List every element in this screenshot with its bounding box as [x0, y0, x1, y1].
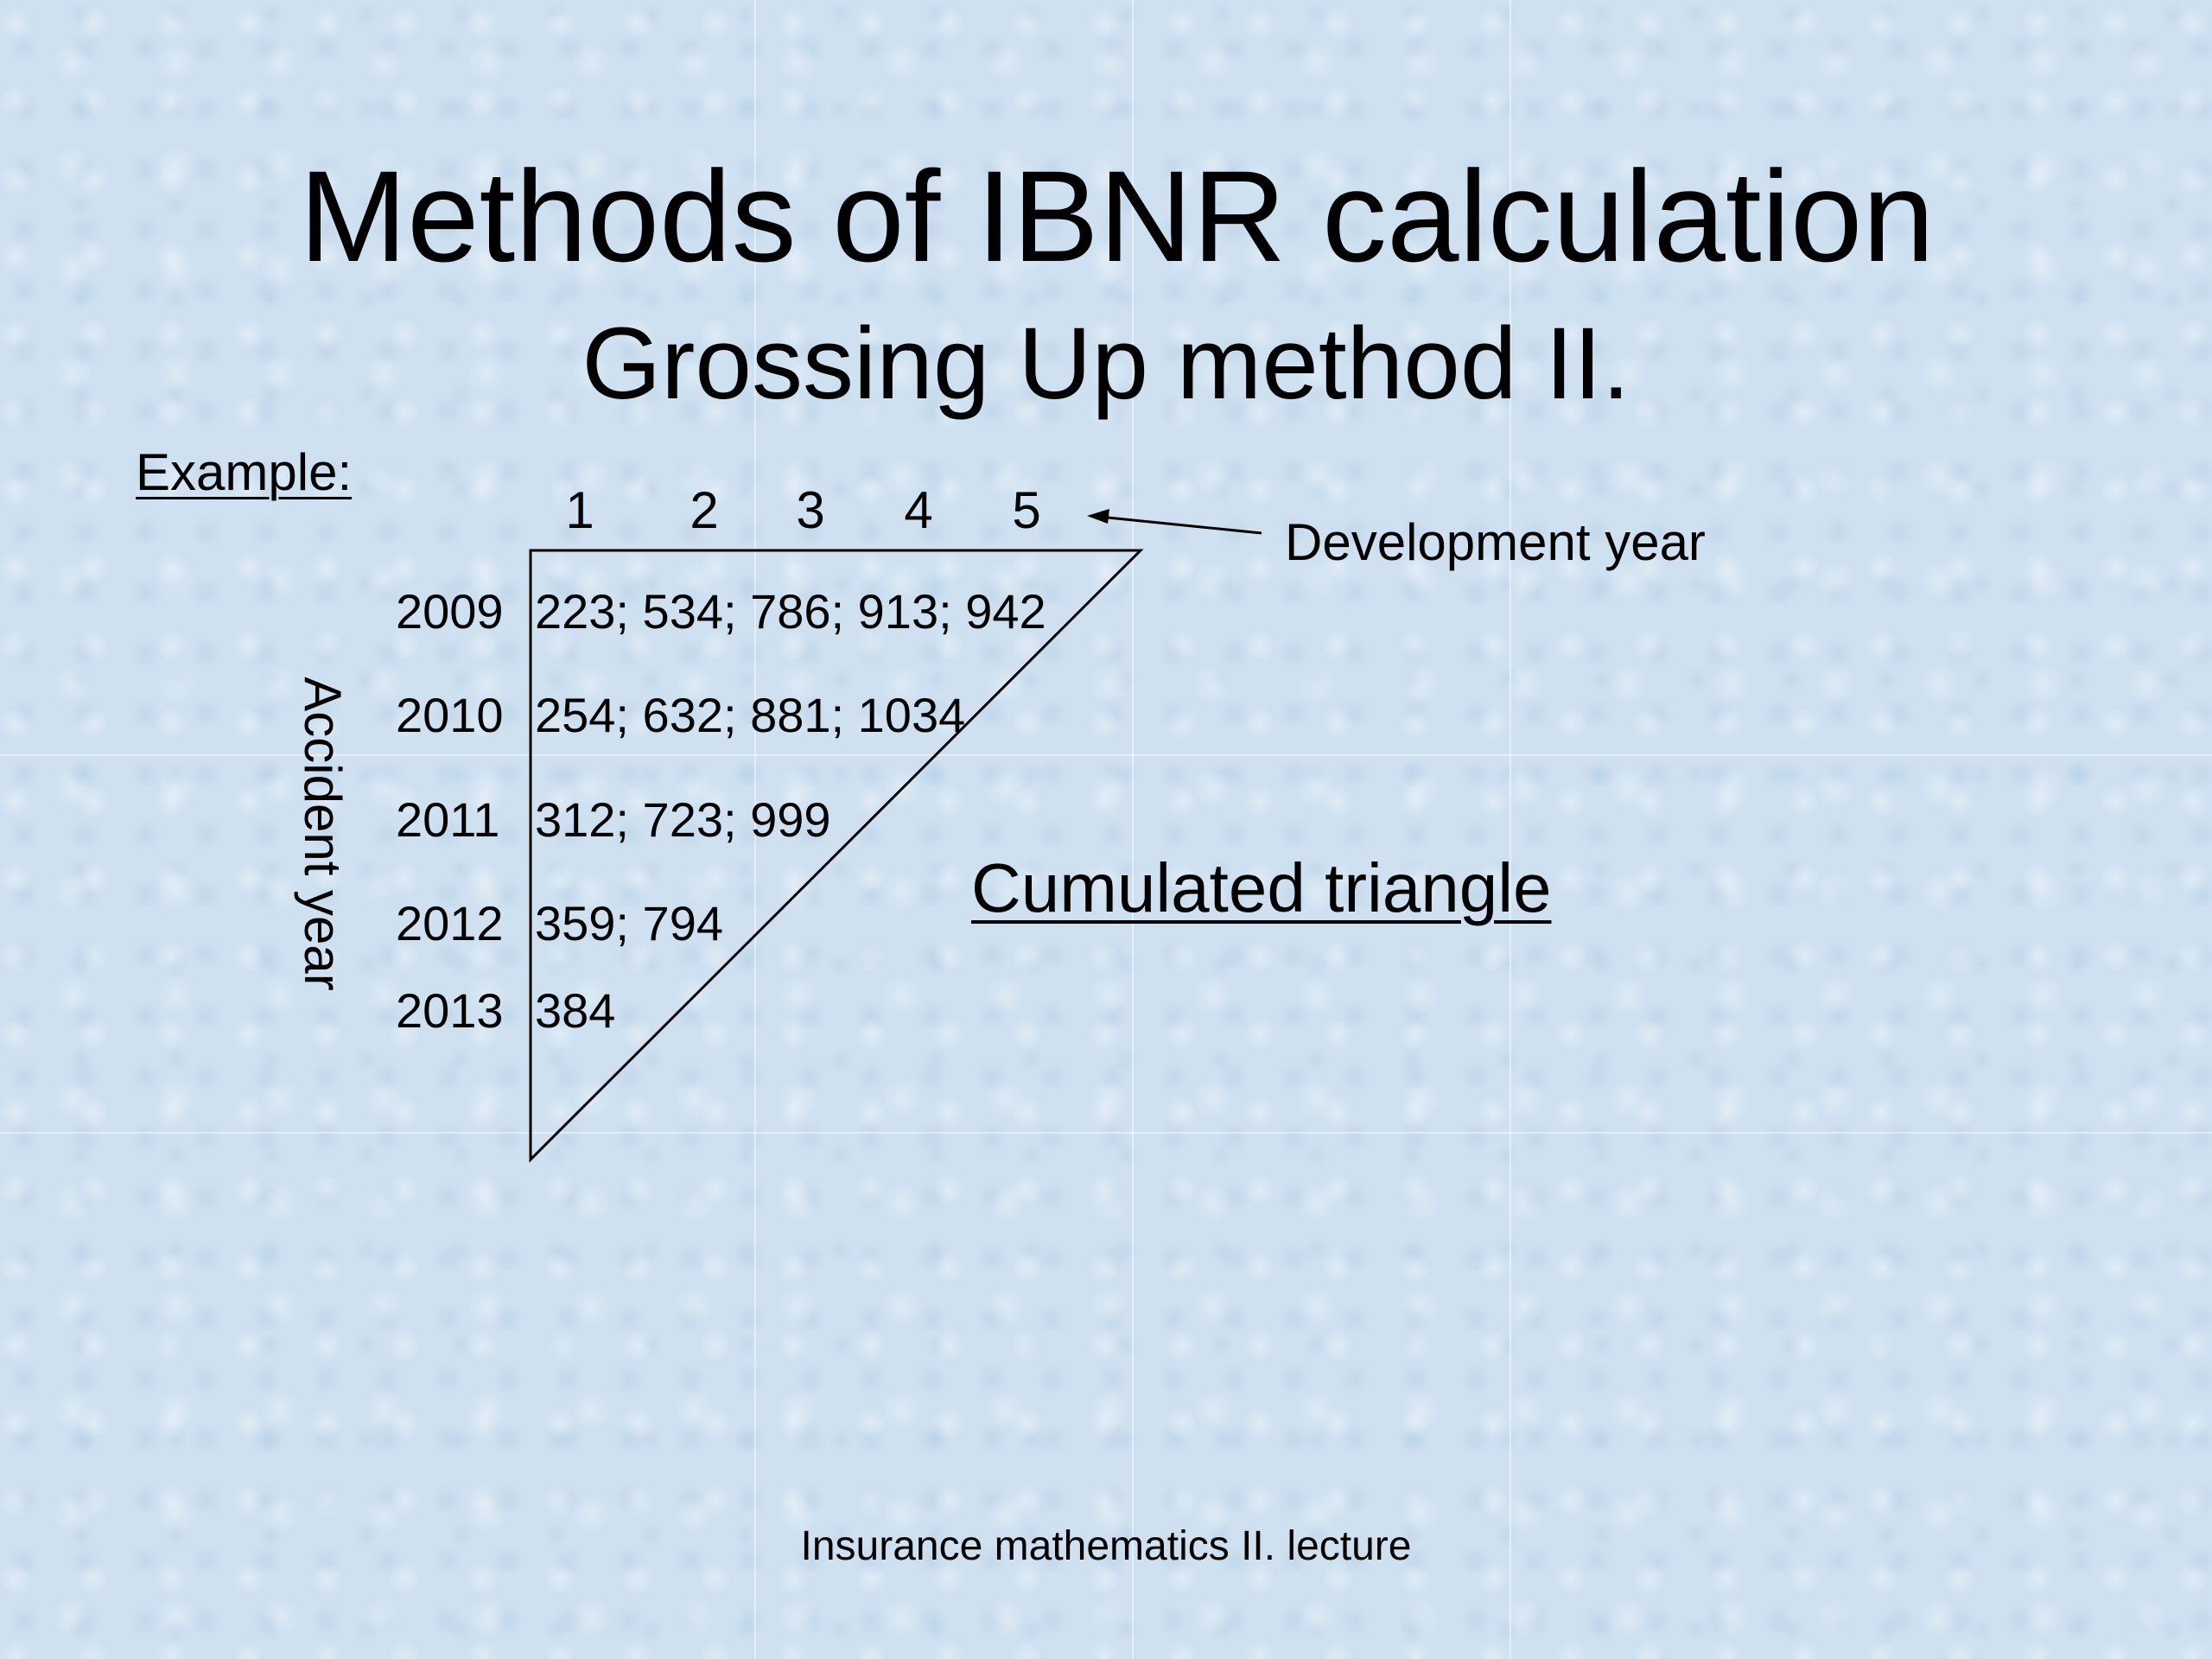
accident-year-2009: 2009	[396, 584, 504, 639]
development-year-label: Development year	[1285, 513, 1706, 571]
row-values-2012: 359; 794	[535, 896, 723, 950]
development-year-5: 5	[1012, 481, 1041, 539]
accident-year-2012: 2012	[396, 896, 504, 950]
row-values-2009: 223; 534; 786; 913; 942	[535, 584, 1046, 639]
accident-year-2011: 2011	[396, 792, 500, 847]
row-values-2011: 312; 723; 999	[535, 792, 831, 847]
slide-footer: Insurance mathematics II. lecture	[800, 1523, 1412, 1569]
triangle-outline	[529, 549, 1144, 1163]
row-values-2013: 384	[535, 983, 616, 1038]
row-values-2010: 254; 632; 881; 1034	[535, 688, 966, 742]
accident-year-2010: 2010	[396, 688, 504, 742]
accident-year-2013: 2013	[396, 983, 504, 1038]
slide-title: Methods of IBNR calculation	[299, 143, 1935, 289]
cumulated-triangle-caption: Cumulated triangle	[971, 849, 1552, 926]
development-year-4: 4	[904, 481, 933, 539]
development-arrow	[1098, 515, 1262, 535]
development-year-1: 1	[565, 481, 594, 539]
arrow-head-icon	[1087, 509, 1109, 524]
example-label: Example:	[136, 443, 353, 501]
development-year-2: 2	[690, 481, 719, 539]
slide-subtitle: Grossing Up method II.	[582, 307, 1630, 421]
development-year-3: 3	[796, 481, 825, 539]
